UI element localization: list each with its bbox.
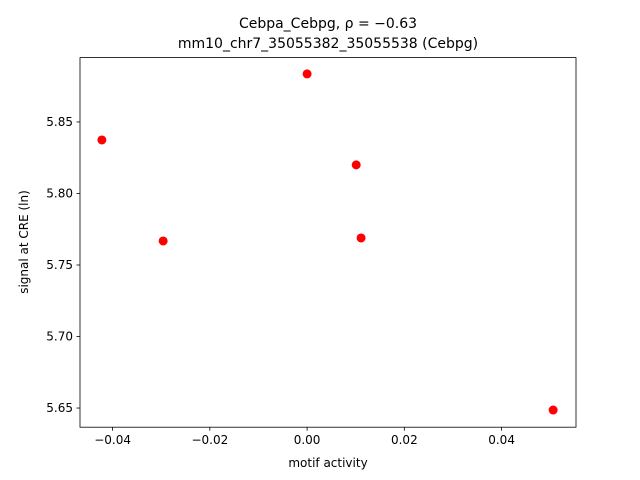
x-tick-label: 0.02 xyxy=(391,433,418,447)
x-tick-label: −0.04 xyxy=(94,433,131,447)
x-axis-label: motif activity xyxy=(288,456,367,470)
y-tick-label: 5.85 xyxy=(46,115,73,129)
chart-title: Cebpa_Cebpg, ρ = −0.63 xyxy=(239,16,417,32)
point xyxy=(548,405,558,415)
y-tick-label: 5.75 xyxy=(46,258,73,272)
x-tick-label: 0.04 xyxy=(488,433,515,447)
y-tick-label: 5.70 xyxy=(46,330,73,344)
point xyxy=(356,233,366,243)
y-tick-label: 5.80 xyxy=(46,186,73,200)
point xyxy=(97,135,107,145)
chart-subtitle: mm10_chr7_35055382_35055538 (Cebpg) xyxy=(178,36,478,52)
y-axis-label: signal at CRE (ln) xyxy=(17,190,31,294)
y-tick-label: 5.65 xyxy=(46,401,73,415)
point xyxy=(302,69,312,79)
x-tick-label: 0.00 xyxy=(294,433,321,447)
point xyxy=(351,160,361,170)
plot-frame xyxy=(79,57,577,428)
point xyxy=(158,236,168,246)
x-tick-label: −0.02 xyxy=(191,433,228,447)
